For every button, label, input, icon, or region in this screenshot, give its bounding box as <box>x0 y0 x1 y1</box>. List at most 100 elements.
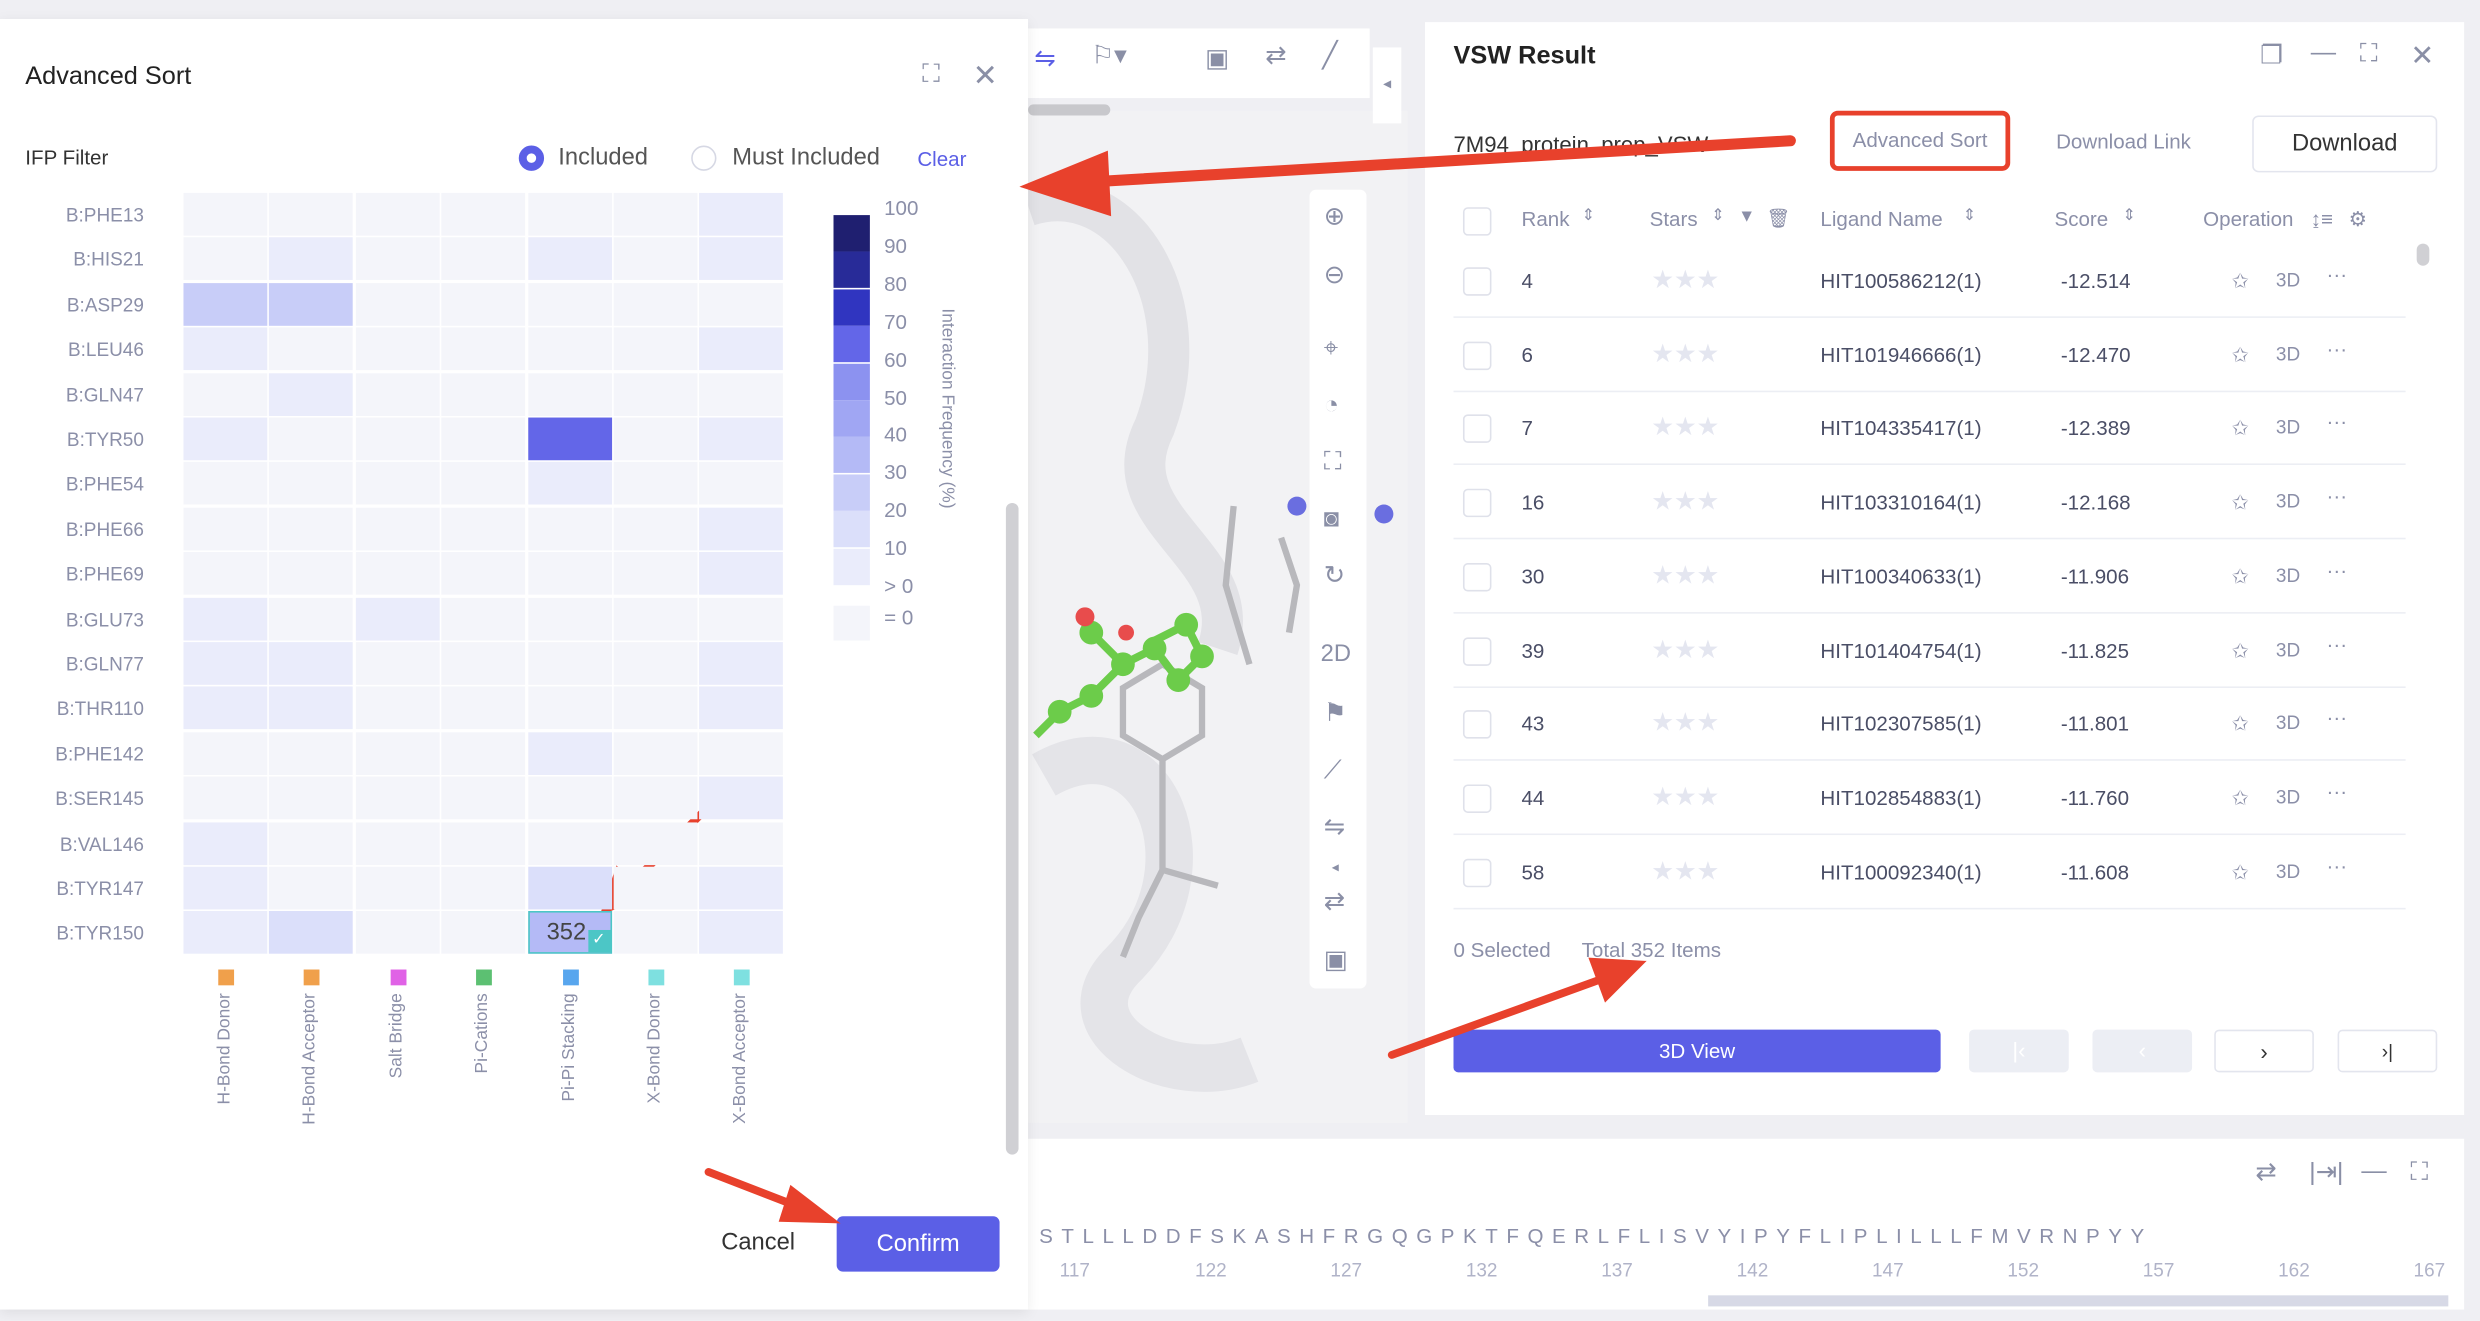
heatmap-cell[interactable] <box>269 372 354 416</box>
heatmap-cell[interactable] <box>355 911 440 955</box>
heatmap-cell[interactable] <box>699 866 784 910</box>
heatmap-cell[interactable] <box>355 731 440 775</box>
heatmap-cell[interactable] <box>269 731 354 775</box>
heatmap-cell[interactable] <box>527 192 612 236</box>
pin-icon[interactable]: ✩ <box>2231 564 2249 589</box>
last-page-button[interactable]: ›| <box>2337 1029 2438 1073</box>
more-options-icon[interactable]: ··· <box>2326 557 2348 582</box>
prev-page-button[interactable]: ‹ <box>2092 1029 2193 1073</box>
heatmap-cell[interactable] <box>613 911 698 955</box>
heatmap-cell[interactable] <box>355 687 440 730</box>
view-3d-link[interactable]: 3D <box>2275 638 2301 661</box>
heatmap-cell[interactable] <box>699 372 784 416</box>
heatmap-cell[interactable] <box>699 642 784 685</box>
heatmap-cell[interactable] <box>527 372 612 416</box>
collapse-toolbar-button[interactable]: ◂ <box>1372 47 1402 124</box>
heatmap-cell[interactable] <box>699 821 784 865</box>
row-checkbox[interactable] <box>1462 858 1492 887</box>
pin-icon[interactable]: ✩ <box>2231 859 2249 884</box>
row-checkbox[interactable] <box>1462 341 1492 370</box>
pin-icon[interactable]: ✩ <box>2231 490 2249 515</box>
heatmap-cell[interactable] <box>527 776 612 820</box>
heatmap-cell[interactable] <box>699 552 784 595</box>
sort-icon[interactable]: ⇕ <box>1962 207 1977 225</box>
heatmap-cell[interactable] <box>699 417 784 461</box>
heatmap-cell[interactable] <box>613 597 698 640</box>
heatmap-cell[interactable] <box>183 597 268 640</box>
maximize-icon[interactable]: ⛶ <box>922 61 940 89</box>
sequence-scrollbar[interactable] <box>1708 1295 2449 1307</box>
heatmap-cell[interactable] <box>355 282 440 326</box>
table-scrollbar[interactable] <box>2416 243 2430 266</box>
heatmap-cell[interactable] <box>269 597 354 640</box>
heatmap-cell[interactable] <box>355 776 440 820</box>
more-options-icon[interactable]: ··· <box>2326 336 2348 361</box>
radio-must-included[interactable] <box>691 145 717 171</box>
target-icon[interactable]: ⌖ <box>1323 335 1339 363</box>
row-checkbox[interactable] <box>1462 488 1492 518</box>
heatmap-cell[interactable] <box>613 552 698 595</box>
heatmap-cell[interactable] <box>613 642 698 685</box>
image-icon[interactable]: ▣ <box>1323 947 1348 975</box>
delete-icon[interactable]: 🗑 <box>1766 207 1791 230</box>
heatmap-cell[interactable] <box>527 731 612 775</box>
heatmap-cell[interactable] <box>183 507 268 551</box>
swap-icon[interactable]: ⇄ <box>1265 42 1287 70</box>
heatmap-cell[interactable] <box>699 731 784 775</box>
more-options-icon[interactable]: ··· <box>2326 410 2348 434</box>
toolbar-scrollbar[interactable] <box>1028 104 1111 116</box>
heatmap-cell[interactable] <box>269 282 354 326</box>
advanced-sort-button[interactable]: Advanced Sort <box>1829 110 2011 171</box>
collapse-icon[interactable]: ◂ <box>1331 858 1339 875</box>
star-rating[interactable]: ★★★ <box>1651 562 1720 590</box>
row-checkbox[interactable] <box>1462 267 1492 296</box>
heatmap-cell[interactable] <box>699 687 784 730</box>
heatmap-cell[interactable] <box>527 552 612 595</box>
heatmap-cell[interactable] <box>183 776 268 820</box>
row-checkbox[interactable] <box>1462 562 1492 592</box>
heatmap-cell[interactable] <box>699 597 784 640</box>
heatmap-cell[interactable] <box>269 821 354 865</box>
zoom-in-icon[interactable]: ⊕ <box>1323 204 1346 231</box>
heatmap-cell[interactable] <box>527 597 612 640</box>
heatmap-cell[interactable] <box>613 417 698 461</box>
image-icon[interactable]: ▣ <box>1205 45 1230 73</box>
heatmap-cell[interactable] <box>183 237 268 281</box>
more-options-icon[interactable]: ··· <box>2326 779 2348 804</box>
heatmap-cell[interactable] <box>441 911 526 955</box>
view-3d-link[interactable]: 3D <box>2275 416 2301 439</box>
heatmap-cell[interactable] <box>183 192 268 236</box>
star-rating[interactable]: ★★★ <box>1651 710 1720 738</box>
heatmap-cell[interactable] <box>613 687 698 730</box>
heatmap-cell[interactable] <box>355 642 440 685</box>
minimize-icon[interactable]: — <box>2361 1157 2387 1185</box>
table-row[interactable]: 4 ★★★ HIT100586212(1) -12.514 ✩ 3D ··· <box>1453 244 2406 318</box>
heatmap-cell[interactable] <box>355 417 440 461</box>
toggle-2d-button[interactable]: 2D <box>1320 640 1351 668</box>
heatmap-cell[interactable] <box>183 866 268 910</box>
heatmap-cell[interactable] <box>269 462 354 506</box>
heatmap-cell[interactable] <box>355 462 440 506</box>
heatmap-cell[interactable] <box>441 507 526 551</box>
heatmap-cell[interactable] <box>699 192 784 236</box>
heatmap-cell[interactable] <box>527 821 612 865</box>
heatmap-cell[interactable] <box>699 237 784 281</box>
heatmap-cell[interactable] <box>613 866 698 910</box>
camera-icon[interactable]: ◙ <box>1323 506 1340 533</box>
more-options-icon[interactable]: ··· <box>2326 853 2348 878</box>
select-all-checkbox[interactable] <box>1462 207 1492 236</box>
heatmap-cell[interactable] <box>613 282 698 326</box>
heatmap-cell[interactable] <box>355 192 440 236</box>
route-icon[interactable]: ⇋ <box>1323 814 1346 842</box>
heatmap-cell[interactable] <box>441 327 526 371</box>
clear-link[interactable]: Clear <box>917 147 967 171</box>
heatmap-cell[interactable] <box>355 821 440 865</box>
next-page-button[interactable]: › <box>2214 1029 2314 1073</box>
pin-icon[interactable]: ✩ <box>2231 785 2249 810</box>
heatmap-cell[interactable] <box>183 687 268 730</box>
download-button[interactable]: Download <box>2252 115 2438 173</box>
heatmap-cell[interactable] <box>527 866 612 910</box>
confirm-button[interactable]: Confirm <box>836 1216 1000 1272</box>
table-row[interactable]: 7 ★★★ HIT104335417(1) -12.389 ✩ 3D ··· <box>1453 391 2406 466</box>
pin-icon[interactable]: ✩ <box>2231 416 2249 441</box>
